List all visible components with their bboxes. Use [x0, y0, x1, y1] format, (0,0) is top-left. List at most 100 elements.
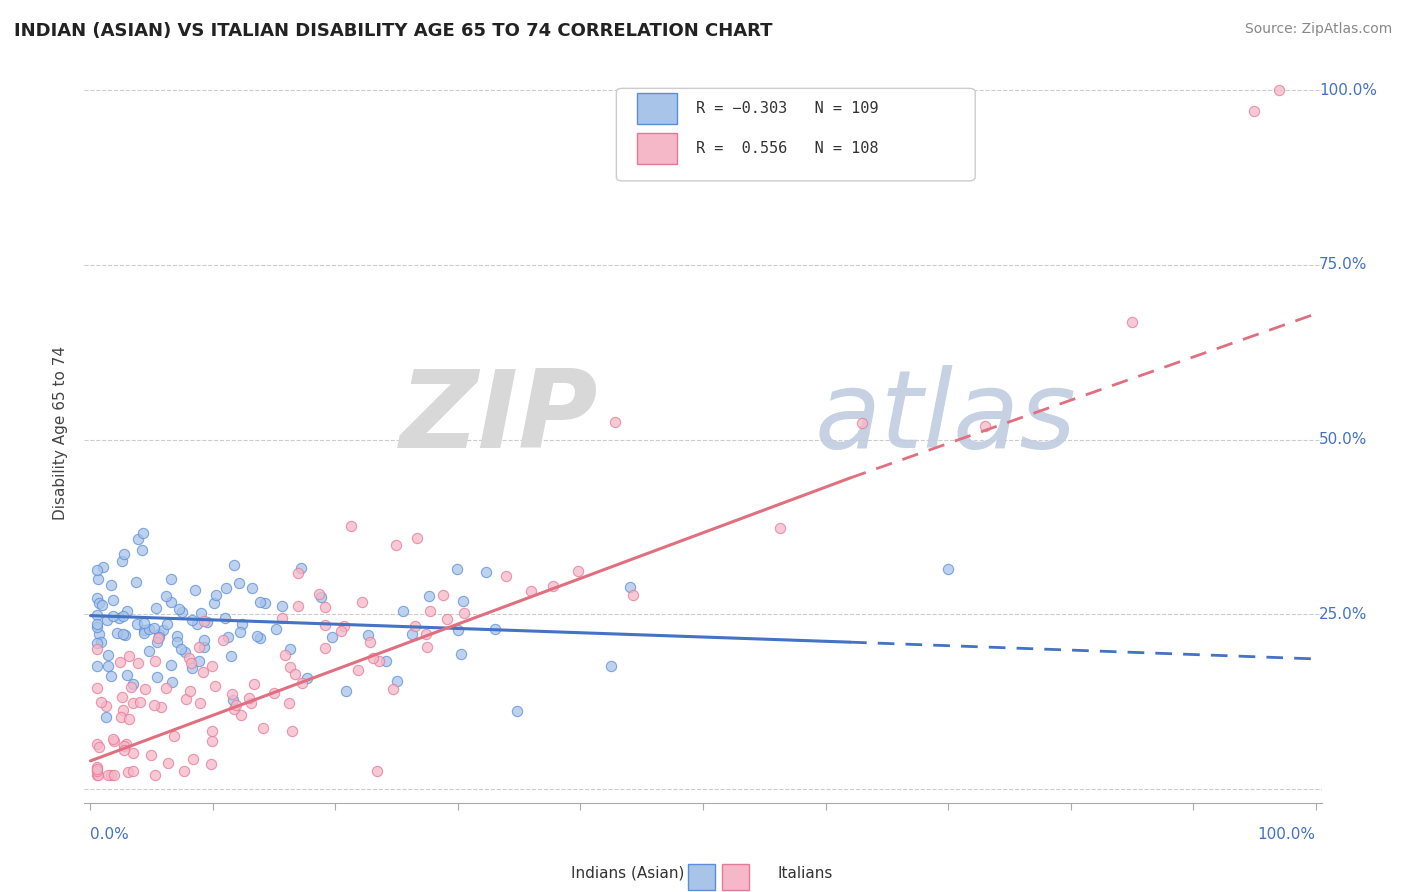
Point	[290, 561, 312, 575]
Point	[201, 659, 224, 673]
Point	[249, 595, 271, 609]
Point	[266, 622, 288, 636]
Point	[280, 642, 302, 657]
Point	[453, 606, 475, 620]
Text: ZIP: ZIP	[399, 365, 598, 471]
Point	[201, 723, 224, 738]
Point	[195, 615, 218, 630]
Point	[148, 627, 170, 641]
Point	[103, 734, 125, 748]
Point	[214, 611, 236, 625]
Point	[418, 589, 440, 603]
Text: R =  0.556   N = 108: R = 0.556 N = 108	[696, 141, 879, 156]
Point	[91, 599, 114, 613]
Point	[246, 629, 269, 643]
Point	[131, 525, 153, 540]
Point	[132, 626, 155, 640]
Point	[330, 624, 353, 638]
Point	[100, 669, 122, 683]
Point	[451, 594, 474, 608]
Point	[179, 651, 201, 665]
Point	[174, 692, 197, 706]
Point	[124, 575, 146, 590]
Point	[221, 687, 243, 701]
Point	[172, 606, 194, 620]
Text: 50.0%: 50.0%	[1319, 432, 1368, 447]
Point	[308, 587, 330, 601]
Point	[374, 654, 396, 668]
Point	[129, 695, 152, 709]
Point	[173, 764, 195, 778]
Point	[100, 577, 122, 591]
Point	[160, 675, 183, 690]
Point	[111, 554, 134, 568]
Point	[143, 698, 166, 712]
Point	[127, 656, 149, 670]
Point	[406, 531, 429, 545]
Point	[90, 695, 112, 709]
Point	[229, 625, 252, 640]
Point	[145, 601, 167, 615]
Point	[138, 644, 160, 658]
Point	[121, 764, 143, 778]
Point	[484, 622, 506, 636]
Point	[86, 616, 108, 631]
Text: R = −0.303   N = 109: R = −0.303 N = 109	[696, 102, 879, 116]
Point	[87, 768, 110, 782]
Point	[623, 588, 645, 602]
Point	[391, 604, 413, 618]
Point	[120, 680, 142, 694]
Point	[567, 564, 589, 578]
Point	[111, 703, 134, 717]
FancyBboxPatch shape	[688, 863, 716, 890]
Point	[187, 654, 209, 668]
Point	[97, 768, 120, 782]
Point	[131, 543, 153, 558]
Point	[105, 626, 128, 640]
Point	[111, 690, 134, 705]
Point	[415, 640, 437, 655]
Point	[101, 592, 124, 607]
Point	[506, 704, 529, 718]
Point	[1268, 83, 1291, 97]
Point	[404, 619, 426, 633]
Text: Source: ZipAtlas.com: Source: ZipAtlas.com	[1244, 22, 1392, 37]
Point	[143, 621, 166, 635]
Point	[181, 661, 204, 675]
Point	[215, 581, 238, 595]
Point	[401, 627, 423, 641]
Point	[314, 617, 336, 632]
Point	[446, 562, 468, 576]
Y-axis label: Disability Age 65 to 74: Disability Age 65 to 74	[53, 345, 69, 520]
Point	[125, 617, 148, 632]
FancyBboxPatch shape	[637, 94, 678, 124]
Point	[190, 696, 212, 710]
Text: 100.0%: 100.0%	[1319, 83, 1378, 98]
Point	[287, 599, 309, 613]
Point	[231, 616, 253, 631]
Point	[91, 560, 114, 574]
Point	[352, 595, 374, 609]
Point	[86, 572, 108, 586]
Point	[108, 611, 131, 625]
Point	[186, 616, 208, 631]
Point	[167, 602, 190, 616]
Point	[156, 616, 179, 631]
Text: 75.0%: 75.0%	[1319, 258, 1368, 272]
Point	[201, 734, 224, 748]
Point	[114, 627, 136, 641]
Text: Indians (Asian): Indians (Asian)	[571, 865, 685, 880]
Point	[166, 629, 188, 643]
Point	[152, 624, 174, 638]
Point	[160, 572, 183, 586]
Point	[263, 686, 285, 700]
Point	[193, 615, 215, 629]
Point	[86, 760, 108, 774]
Point	[224, 701, 246, 715]
Point	[155, 589, 177, 603]
Point	[347, 664, 370, 678]
Point	[115, 737, 138, 751]
Point	[100, 768, 122, 782]
Point	[101, 609, 124, 624]
Point	[225, 698, 247, 712]
